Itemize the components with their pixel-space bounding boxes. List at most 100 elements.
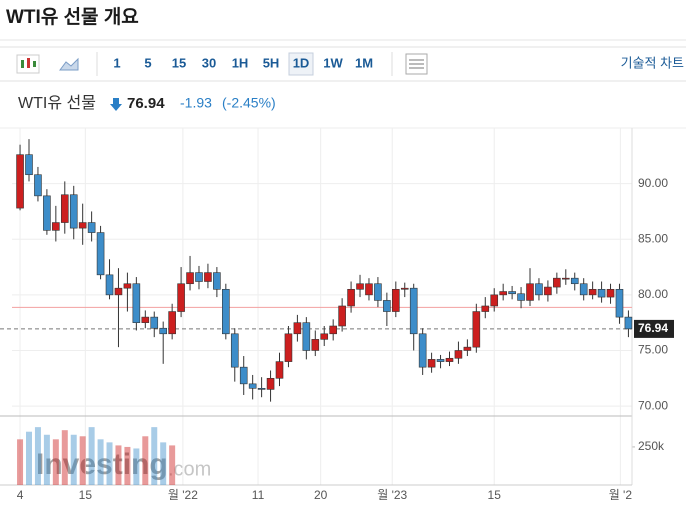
interval-button[interactable]: 1M	[355, 55, 373, 70]
indicator-icon[interactable]	[405, 53, 428, 75]
candle-body	[409, 287, 418, 335]
interval-button[interactable]: 5	[144, 55, 151, 70]
candle-body	[597, 288, 606, 298]
volume-bar	[79, 436, 86, 485]
candle-body	[400, 287, 409, 290]
candle-body	[43, 195, 51, 231]
candle-body	[454, 350, 463, 359]
volume-bar	[34, 427, 41, 485]
volume-bar	[142, 436, 149, 485]
x-tick-label: 11	[252, 488, 265, 502]
candle-body	[168, 311, 176, 335]
candle-body	[159, 327, 167, 335]
instrument-name: WTI유 선물	[18, 94, 96, 112]
candle-body	[293, 322, 302, 335]
candle-body	[472, 311, 481, 348]
area-icon[interactable]	[59, 57, 79, 71]
page-title: WTI유 선물 개요	[6, 6, 139, 28]
candle-body	[526, 283, 534, 301]
volume-bar	[97, 439, 104, 485]
candle-body	[141, 316, 150, 323]
y-tick-label: 80.00	[638, 287, 668, 301]
candle-body	[570, 277, 579, 285]
candle-body	[347, 288, 355, 307]
candle-body	[132, 283, 141, 323]
candle-body	[230, 333, 239, 368]
candle-body	[553, 277, 561, 288]
candle-body	[561, 277, 570, 280]
active-interval	[288, 52, 314, 76]
candle-body	[248, 383, 257, 389]
candle-body	[25, 154, 33, 176]
volume-tick-label: 250k	[638, 439, 665, 453]
candle-body	[105, 274, 114, 296]
candle-body	[436, 359, 445, 362]
volume-bar	[124, 446, 131, 485]
candle-body	[365, 283, 373, 296]
x-tick-label: 월 '23	[377, 488, 407, 502]
candle-body	[499, 291, 507, 296]
interval-button[interactable]: 15	[172, 55, 186, 70]
y-tick-label: 75.00	[638, 343, 668, 357]
candle-body	[284, 333, 293, 362]
candle-body	[329, 325, 337, 335]
candle-body	[535, 283, 543, 296]
interval-button[interactable]: 1	[113, 55, 120, 70]
volume-bar	[25, 431, 32, 485]
volume-bar	[70, 434, 77, 485]
interval-button[interactable]: 5H	[263, 55, 280, 70]
price: 76.94	[127, 95, 165, 112]
x-tick-label: 20	[314, 488, 328, 502]
interval-button[interactable]: 1D	[293, 55, 310, 70]
candle-body	[257, 388, 266, 390]
candle-body	[374, 283, 382, 301]
y-tick-label: 85.00	[638, 231, 668, 245]
watermark-suffix: .com	[168, 458, 211, 480]
tech-chart-link[interactable]: 기술적 차트	[621, 55, 684, 70]
candle-body	[186, 272, 194, 285]
candle-body	[177, 283, 185, 312]
y-tick-label: 90.00	[638, 176, 668, 190]
candle-body	[204, 272, 212, 282]
candle-body	[78, 222, 87, 229]
candle-body	[52, 222, 60, 231]
candle-body	[266, 377, 275, 390]
x-tick-label: 15	[488, 488, 502, 502]
candle-body	[275, 361, 284, 379]
candle-body	[96, 232, 105, 276]
candle-body	[150, 316, 159, 329]
volume-bar	[115, 445, 122, 485]
candle-body	[481, 305, 490, 312]
candle-body	[356, 283, 364, 290]
candle-body	[302, 322, 311, 351]
candle-body	[490, 294, 499, 307]
volume-bar	[17, 439, 24, 485]
volume-bar	[43, 434, 50, 485]
candle-body	[606, 288, 615, 298]
candle-body	[195, 272, 203, 282]
candle-body	[16, 154, 24, 209]
candle-body	[114, 287, 123, 296]
change-pct: (-2.45%)	[222, 95, 276, 111]
candle-body	[383, 300, 391, 312]
candle-body	[87, 222, 96, 233]
candle-icon[interactable]	[16, 54, 40, 74]
candle-body	[311, 339, 320, 351]
interval-button[interactable]: 1W	[323, 55, 343, 70]
interval-button[interactable]: 1H	[232, 55, 249, 70]
interval-button[interactable]: 30	[202, 55, 216, 70]
volume-bar	[160, 442, 167, 485]
x-tick-label: 15	[79, 488, 93, 502]
candle-body	[463, 346, 472, 351]
candle-body	[615, 288, 624, 318]
watermark-brand: Investing	[36, 448, 168, 481]
volume-bar	[106, 442, 113, 485]
candle-body	[338, 305, 346, 327]
candle-body	[579, 283, 588, 296]
change: -1.93	[180, 95, 212, 111]
icon-part	[27, 58, 30, 68]
watermark: Investing .com	[36, 448, 211, 481]
candle-body	[320, 333, 329, 340]
interval-bar: 1 5 15 30 1H 5H 1D 1W 1M	[113, 52, 373, 76]
